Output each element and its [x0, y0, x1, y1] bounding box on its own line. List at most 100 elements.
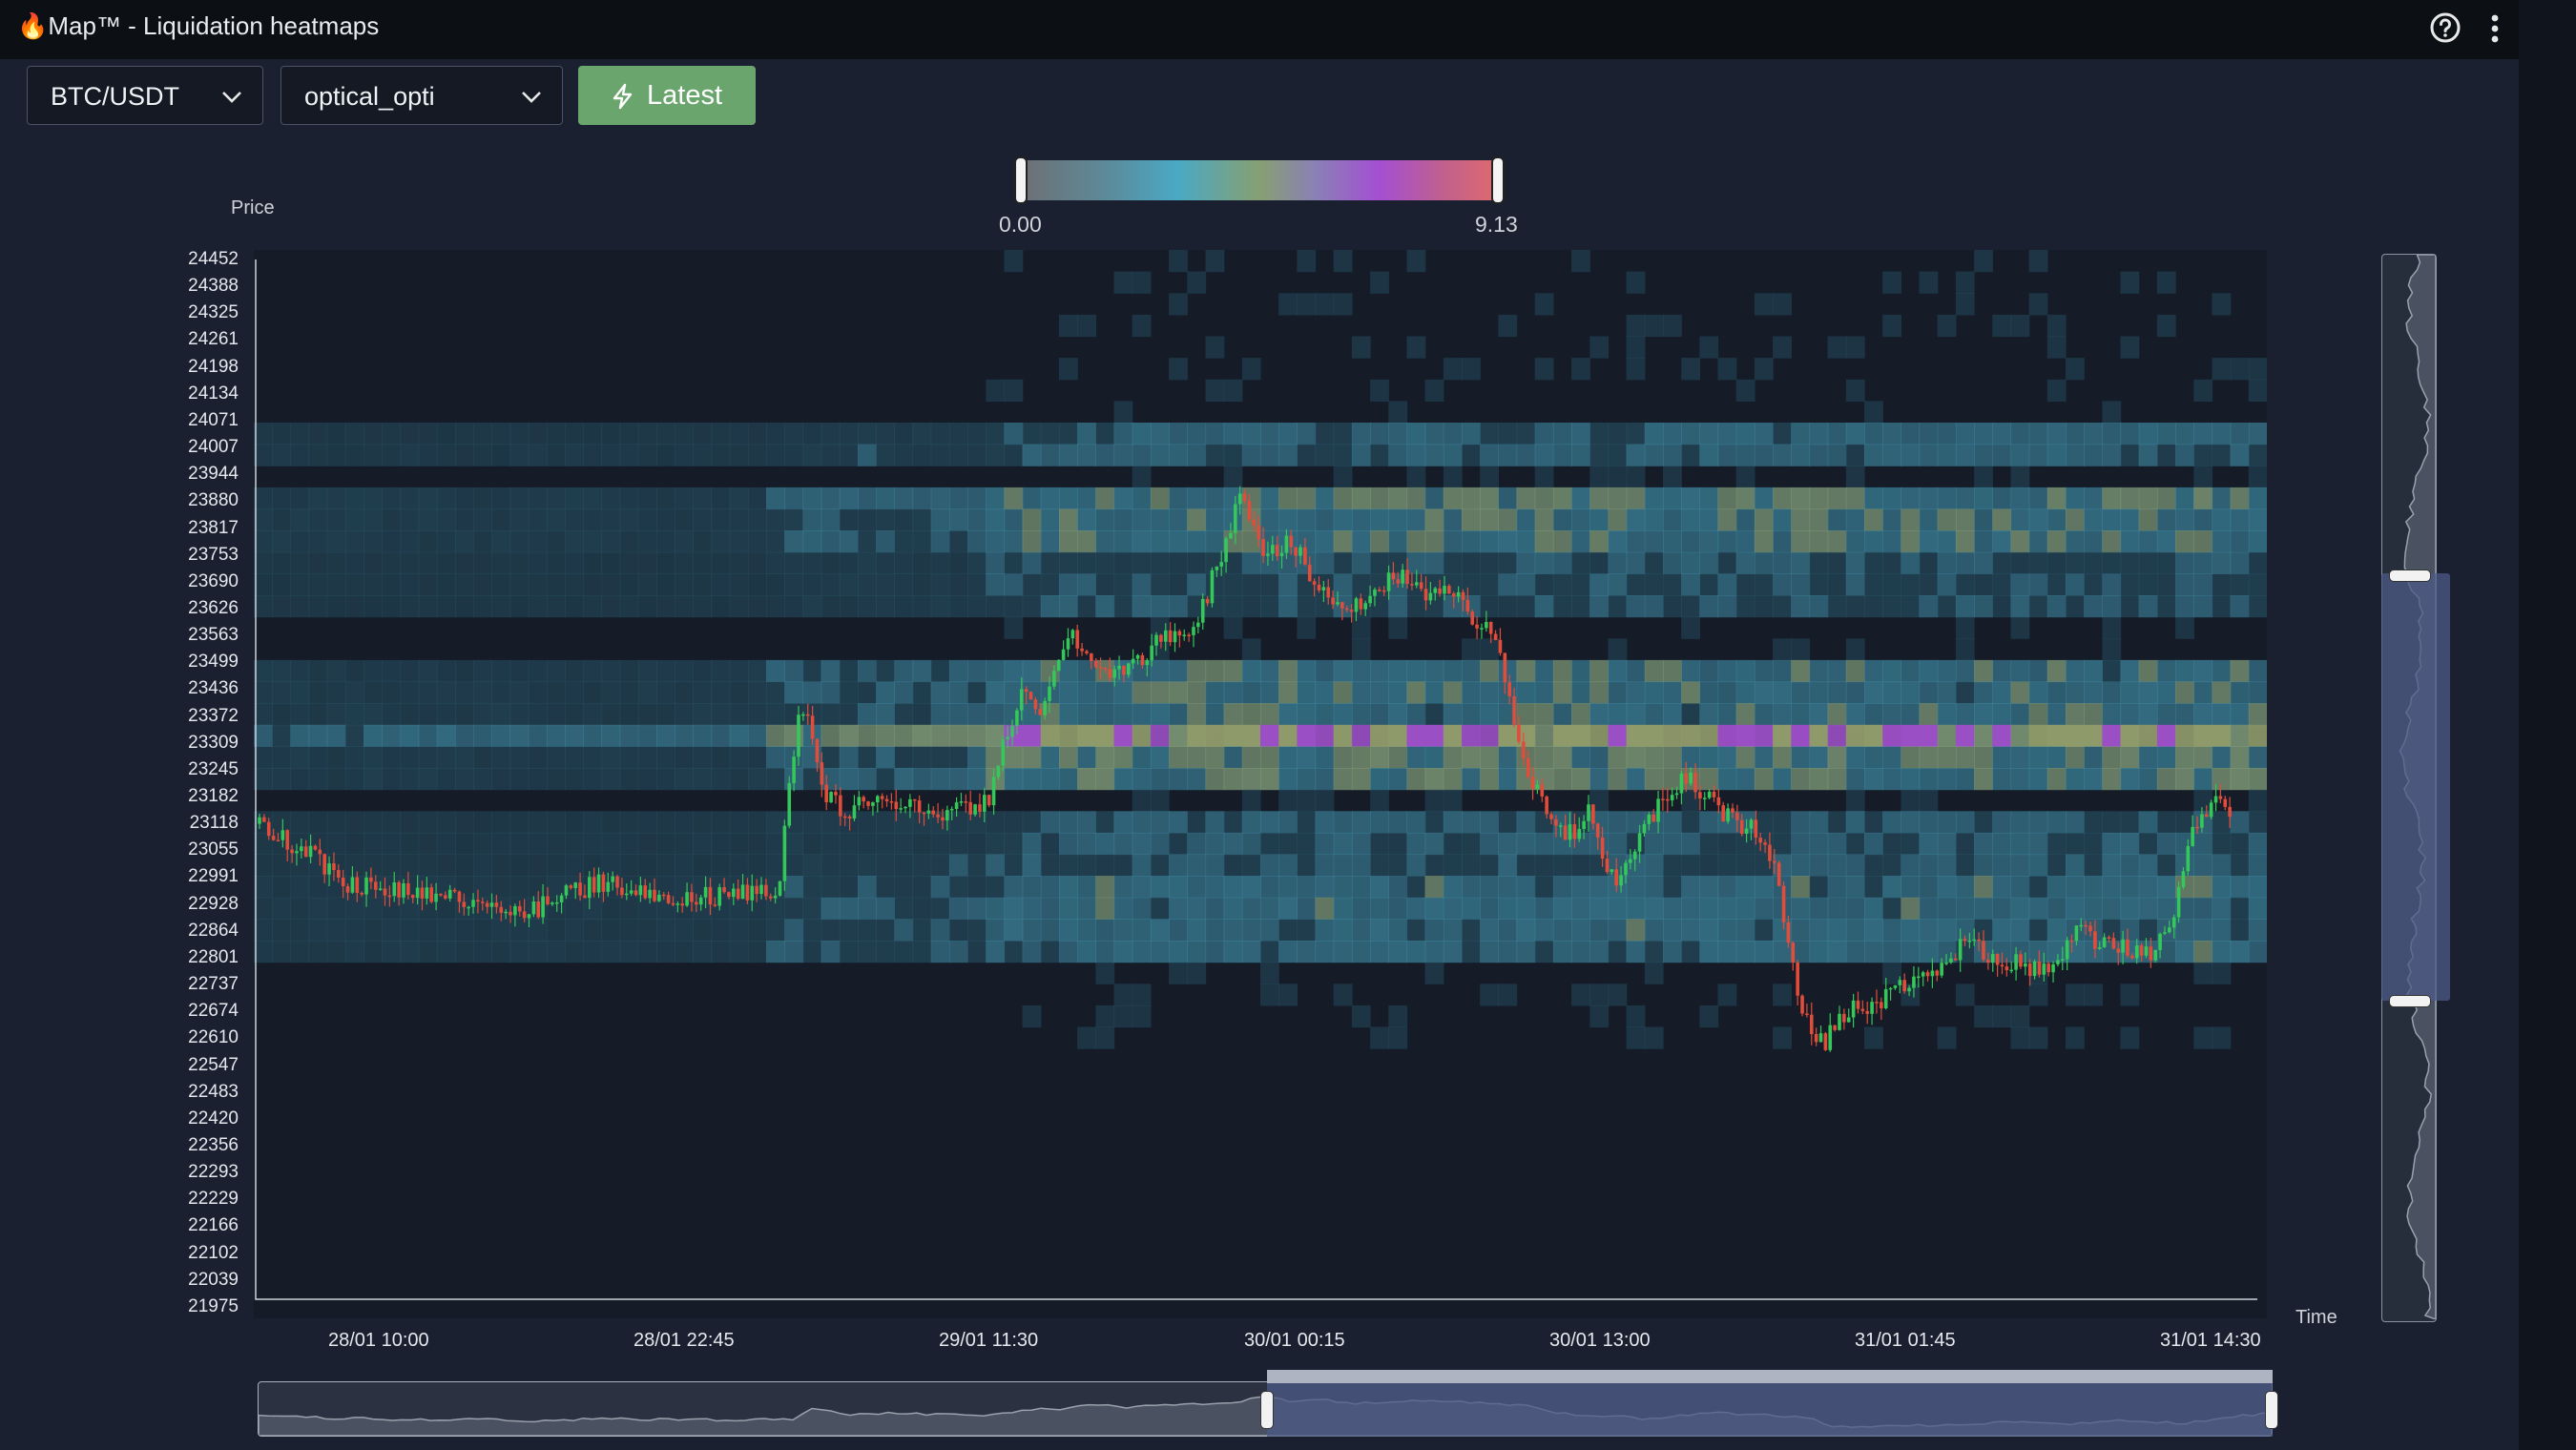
time-range-left-handle[interactable]	[1260, 1391, 1274, 1429]
heatmap-cell	[1498, 724, 1518, 747]
candle-body	[904, 806, 907, 809]
heatmap-cell	[1040, 595, 1060, 618]
heatmap-cell	[839, 768, 859, 791]
heatmap-cell	[1297, 703, 1317, 726]
liquidation-heatmap[interactable]	[254, 250, 2267, 1318]
candle-body	[1768, 844, 1772, 861]
heatmap-cell	[1370, 271, 1389, 294]
heatmap-cell	[1040, 573, 1060, 596]
heatmap-cell	[1113, 444, 1133, 466]
heatmap-cell	[254, 444, 273, 466]
heatmap-cell	[1937, 487, 1957, 510]
heatmap-cell	[1735, 724, 1755, 747]
heatmap-cell	[2120, 768, 2140, 791]
heatmap-cell	[1132, 919, 1152, 942]
heatmap-cell	[821, 423, 841, 445]
heatmap-cell	[1626, 768, 1646, 791]
heatmap-cell	[766, 423, 785, 445]
heatmap-cell	[1534, 811, 1554, 834]
heatmap-cell	[1462, 530, 1481, 553]
heatmap-cell	[272, 659, 291, 683]
heatmap-cell	[254, 876, 273, 899]
color-scale-min-handle[interactable]	[1014, 156, 1028, 204]
heatmap-cell	[619, 551, 639, 574]
heatmap-cell	[1955, 444, 1975, 466]
heatmap-cell	[418, 551, 438, 574]
candle-body	[764, 884, 768, 897]
heatmap-cell	[1663, 423, 1682, 445]
y-tick-label: 23499	[188, 652, 239, 673]
heatmap-cell	[1589, 984, 1610, 1006]
heatmap-cell	[1809, 919, 1829, 942]
heatmap-cell	[1241, 789, 1261, 812]
candle-body	[717, 887, 721, 906]
heatmap-cell	[766, 444, 785, 466]
heatmap-cell	[1681, 444, 1700, 466]
heatmap-cell	[1735, 444, 1755, 466]
heatmap-cell	[1498, 746, 1518, 769]
heatmap-cell	[1901, 423, 1921, 445]
heatmap-cell	[1278, 444, 1298, 466]
heatmap-cell	[1480, 573, 1499, 596]
heatmap-cell	[1534, 595, 1554, 618]
heatmap-cell	[1974, 659, 1993, 683]
candle-body	[1967, 941, 1972, 942]
heatmap-cell	[601, 487, 621, 510]
help-icon[interactable]	[2428, 10, 2462, 45]
heatmap-cell	[418, 811, 438, 834]
heatmap-cell	[1827, 681, 1847, 704]
heatmap-cell	[528, 919, 548, 942]
heatmap-cell	[1370, 919, 1389, 942]
heatmap-cell	[675, 919, 694, 942]
time-range-right-handle[interactable]	[2265, 1391, 2278, 1429]
heatmap-cell	[1864, 551, 1883, 574]
heatmap-cell	[2066, 681, 2085, 704]
price-range-selection[interactable]	[2381, 573, 2450, 1001]
heatmap-cell	[1351, 919, 1371, 942]
heatmap-cell	[1462, 724, 1481, 747]
heatmap-cell	[364, 530, 383, 553]
heatmap-cell	[839, 508, 859, 531]
price-range-bottom-handle[interactable]	[2389, 995, 2431, 1007]
heatmap-cell	[1571, 250, 1590, 273]
heatmap-cell	[858, 573, 877, 596]
time-range-drag-bar[interactable]	[1267, 1370, 2273, 1383]
candle-body	[2042, 963, 2046, 975]
heatmap-cell	[930, 530, 950, 553]
heatmap-cell	[1004, 768, 1024, 791]
heatmap-cell	[2120, 508, 2140, 531]
heatmap-cell	[675, 530, 694, 553]
heatmap-cell	[1901, 681, 1921, 704]
heatmap-cell	[1333, 746, 1353, 769]
candle-body	[1726, 808, 1730, 822]
heatmap-cell	[1095, 854, 1115, 877]
y-tick-label: 22864	[188, 920, 239, 941]
color-scale-max-handle[interactable]	[1491, 156, 1505, 204]
heatmap-cell	[1791, 768, 1811, 791]
heatmap-cell	[858, 854, 877, 877]
heatmap-cell	[2010, 314, 2030, 338]
heatmap-cell	[382, 659, 402, 683]
heatmap-cell	[821, 854, 841, 877]
heatmap-cell	[2175, 919, 2194, 942]
heatmap-cell	[2066, 530, 2085, 553]
heatmap-cell	[1809, 487, 1829, 510]
heatmap-cell	[693, 573, 713, 596]
heatmap-cell	[583, 919, 603, 942]
heatmap-cell	[2212, 941, 2232, 963]
heatmap-cell	[986, 941, 1006, 963]
pair-select[interactable]: BTC/USDT	[27, 66, 263, 125]
heatmap-cell	[1315, 919, 1335, 942]
heatmap-cell	[1663, 832, 1682, 856]
latest-button[interactable]: Latest	[578, 66, 756, 125]
price-range-top-handle[interactable]	[2389, 570, 2431, 582]
heatmap-cell	[1095, 530, 1115, 553]
heatmap-cell	[1717, 768, 1737, 791]
more-menu-icon[interactable]	[2481, 11, 2509, 46]
heatmap-cell	[2230, 551, 2250, 574]
heatmap-cell	[1260, 530, 1279, 553]
model-select[interactable]: optical_opti	[280, 66, 563, 125]
heatmap-cell	[565, 530, 584, 553]
heatmap-cell	[2066, 573, 2085, 596]
heatmap-cell	[2212, 444, 2232, 466]
